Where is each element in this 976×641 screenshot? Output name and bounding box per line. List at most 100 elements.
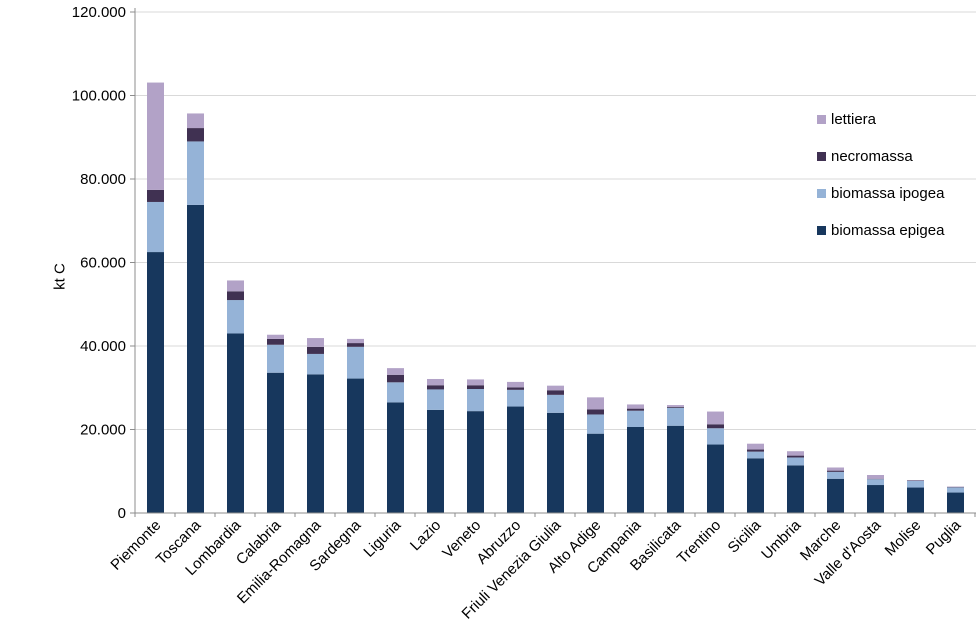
y-axis-label: 60.000 bbox=[80, 255, 126, 272]
bar-segment-biomassa-epigea bbox=[427, 409, 444, 513]
bar-segment-biomassa-ipogea bbox=[627, 410, 644, 427]
bar-segment-biomassa-ipogea bbox=[667, 407, 684, 426]
legend-swatch-biomassa-epigea bbox=[817, 226, 826, 235]
bar-segment-biomassa-ipogea bbox=[307, 353, 324, 375]
bar-segment-lettiera bbox=[347, 338, 364, 344]
legend-label: biomassa epigea bbox=[831, 222, 945, 239]
chart-legend: lettiera necromassa biomassa ipogea biom… bbox=[817, 101, 944, 249]
bar-segment-biomassa-epigea bbox=[707, 444, 724, 513]
bar-segment-necromassa bbox=[227, 291, 244, 301]
bar-segment-lettiera bbox=[667, 405, 684, 407]
x-axis-label: Trentino bbox=[674, 517, 725, 568]
bar-segment-biomassa-epigea bbox=[667, 425, 684, 513]
legend-item-lettiera: lettiera bbox=[817, 101, 944, 138]
bar-segment-lettiera bbox=[627, 404, 644, 409]
x-axis-label: Umbria bbox=[758, 516, 805, 563]
bar-segment-biomassa-epigea bbox=[507, 406, 524, 513]
bar-segment-necromassa bbox=[147, 189, 164, 202]
bar-segment-biomassa-epigea bbox=[187, 204, 204, 513]
bar-segment-biomassa-epigea bbox=[307, 374, 324, 513]
bar-segment-necromassa bbox=[667, 406, 684, 408]
bar-segment-lettiera bbox=[707, 411, 724, 425]
bar-segment-biomassa-epigea bbox=[907, 487, 924, 513]
bar-segment-biomassa-ipogea bbox=[787, 457, 804, 466]
bar-segment-necromassa bbox=[627, 408, 644, 411]
bar-segment-biomassa-epigea bbox=[827, 478, 844, 513]
bar-segment-biomassa-ipogea bbox=[867, 479, 884, 486]
bar-segment-biomassa-epigea bbox=[587, 433, 604, 513]
bar-segment-biomassa-ipogea bbox=[827, 471, 844, 479]
bar-segment-necromassa bbox=[307, 346, 324, 354]
bar-segment-biomassa-epigea bbox=[267, 372, 284, 513]
bar-segment-biomassa-ipogea bbox=[227, 300, 244, 334]
bar-segment-biomassa-epigea bbox=[147, 252, 164, 513]
bar-segment-necromassa bbox=[787, 455, 804, 458]
bar-segment-necromassa bbox=[187, 128, 204, 142]
legend-swatch-lettiera bbox=[817, 115, 826, 124]
bar-segment-lettiera bbox=[867, 475, 884, 479]
bar-segment-biomassa-epigea bbox=[467, 411, 484, 513]
bar-segment-lettiera bbox=[267, 334, 284, 339]
bar-segment-biomassa-epigea bbox=[867, 485, 884, 513]
y-axis-label: 40.000 bbox=[80, 338, 126, 355]
bar-segment-necromassa bbox=[507, 387, 524, 390]
bar-segment-necromassa bbox=[347, 343, 364, 347]
bar-segment-biomassa-epigea bbox=[947, 492, 964, 513]
bar-segment-lettiera bbox=[467, 379, 484, 386]
bar-segment-lettiera bbox=[747, 443, 764, 450]
x-axis-label: Lazio bbox=[407, 517, 444, 554]
legend-label: lettiera bbox=[831, 111, 877, 128]
legend-swatch-necromassa bbox=[817, 152, 826, 161]
bar-segment-biomassa-ipogea bbox=[907, 480, 924, 488]
bar-segment-biomassa-epigea bbox=[387, 402, 404, 513]
bar-segment-necromassa bbox=[427, 385, 444, 390]
y-axis-label: 0 bbox=[118, 505, 126, 522]
bar-segment-lettiera bbox=[827, 467, 844, 471]
bar-segment-biomassa-ipogea bbox=[547, 394, 564, 413]
bar-segment-biomassa-ipogea bbox=[147, 201, 164, 253]
legend-item-biomassa-epigea: biomassa epigea bbox=[817, 212, 944, 249]
bar-segment-lettiera bbox=[427, 378, 444, 386]
bar-segment-biomassa-ipogea bbox=[947, 487, 964, 493]
bar-segment-necromassa bbox=[547, 390, 564, 395]
legend-item-necromassa: necromassa bbox=[817, 138, 944, 175]
bar-segment-necromassa bbox=[387, 374, 404, 383]
bar-segment-necromassa bbox=[267, 338, 284, 345]
bar-segment-biomassa-ipogea bbox=[187, 141, 204, 205]
bar-segment-biomassa-ipogea bbox=[747, 451, 764, 459]
bar-segment-lettiera bbox=[307, 338, 324, 347]
bar-segment-biomassa-ipogea bbox=[427, 389, 444, 410]
bar-segment-biomassa-epigea bbox=[627, 426, 644, 513]
bar-segment-lettiera bbox=[227, 280, 244, 292]
bar-segment-biomassa-ipogea bbox=[387, 382, 404, 403]
legend-label: biomassa ipogea bbox=[831, 185, 945, 202]
bar-segment-lettiera bbox=[187, 113, 204, 129]
y-axis-title: kt C bbox=[51, 263, 69, 290]
bar-segment-biomassa-epigea bbox=[347, 378, 364, 513]
bar-segment-lettiera bbox=[547, 385, 564, 391]
bar-segment-lettiera bbox=[587, 397, 604, 410]
bar-segment-necromassa bbox=[587, 409, 604, 415]
bar-segment-biomassa-ipogea bbox=[707, 428, 724, 445]
bar-segment-lettiera bbox=[787, 451, 804, 456]
bar-segment-biomassa-epigea bbox=[747, 458, 764, 513]
bar-segment-lettiera bbox=[507, 381, 524, 388]
y-axis-label: 80.000 bbox=[80, 171, 126, 188]
legend-swatch-biomassa-ipogea bbox=[817, 189, 826, 198]
bar-segment-necromassa bbox=[707, 424, 724, 429]
bar-segment-biomassa-ipogea bbox=[587, 414, 604, 434]
legend-label: necromassa bbox=[831, 148, 913, 165]
bar-segment-necromassa bbox=[747, 449, 764, 452]
bar-segment-biomassa-epigea bbox=[227, 333, 244, 513]
bar-segment-lettiera bbox=[147, 82, 164, 190]
bar-segment-biomassa-ipogea bbox=[347, 346, 364, 379]
bar-segment-biomassa-epigea bbox=[787, 465, 804, 513]
bar-segment-biomassa-ipogea bbox=[267, 344, 284, 373]
bar-segment-lettiera bbox=[387, 368, 404, 375]
bar-segment-necromassa bbox=[467, 385, 484, 390]
bar-segment-biomassa-ipogea bbox=[507, 389, 524, 407]
x-axis-label: Piemonte bbox=[107, 517, 164, 574]
y-axis-label: 120.000 bbox=[72, 4, 126, 21]
